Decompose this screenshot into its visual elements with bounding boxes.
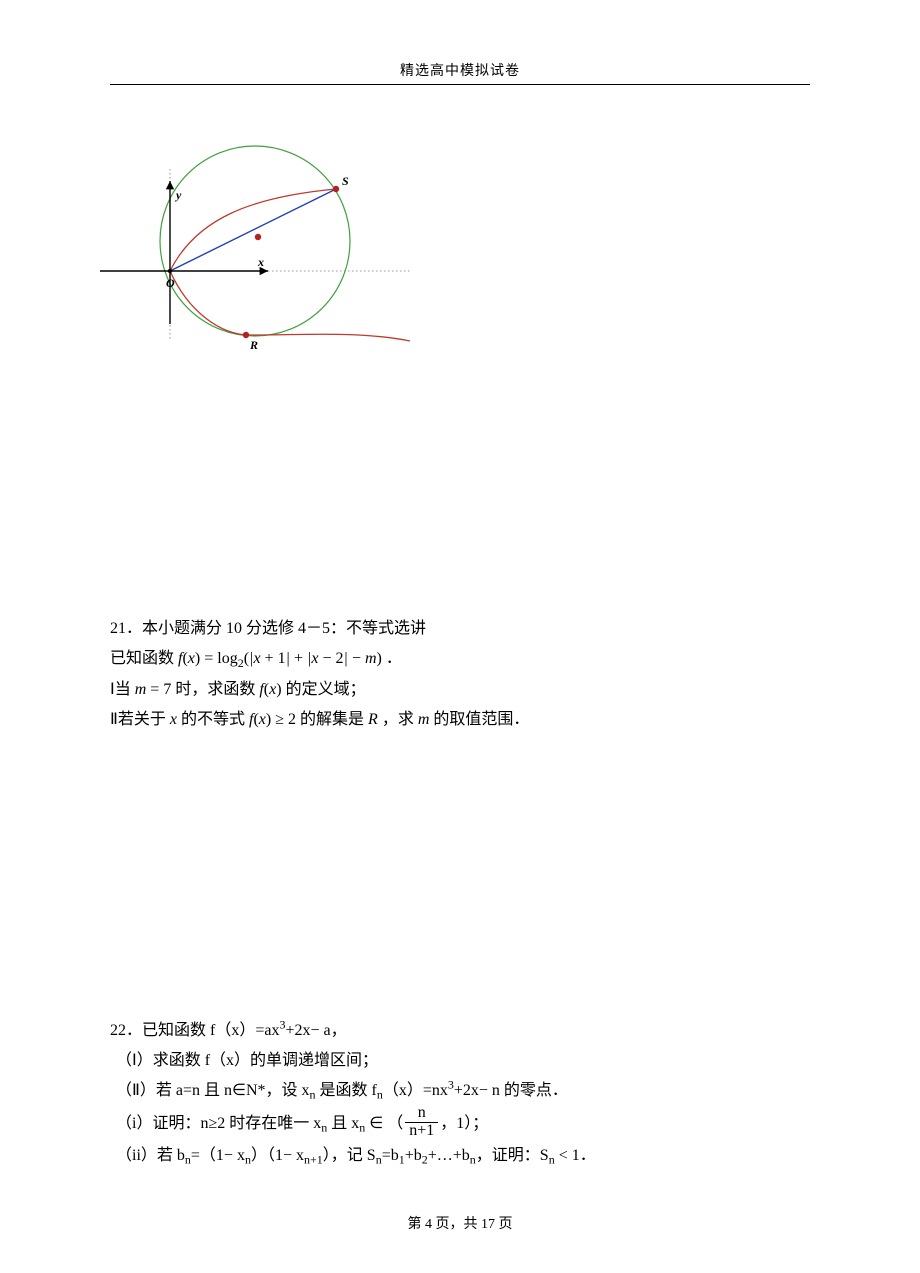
p22-ii-plus2: +…+b: [428, 1147, 470, 1164]
p21-II-mid2: 的解集是: [300, 711, 368, 728]
p22-i-frac-num: n: [405, 1105, 438, 1123]
p22-ii-eq: =（1− x: [191, 1147, 245, 1164]
footer-mid: 页，共: [432, 1217, 481, 1232]
svg-text:S: S: [342, 174, 349, 188]
p21-number-text: 21: [110, 620, 126, 637]
page-header: 精选高中模拟试卷: [110, 60, 810, 85]
p21-I-mid: 时，求函数: [175, 681, 259, 698]
p21-II-suffix: 的取值范围．: [433, 711, 529, 728]
geometry-figure: x y O S R: [100, 109, 410, 349]
footer-prefix: 第: [408, 1217, 426, 1232]
p21-line2: 已知函数 f(x) = log2(|x + 1| + |x − 2| − m) …: [110, 644, 810, 674]
p21-line2-prefix: 已知函数: [110, 650, 178, 667]
p22-partI: （Ⅰ）求函数 f（x）的单调递增区间；: [110, 1046, 810, 1076]
problem-22: 22．已知函数 f（x）=ax3+2x− a， （Ⅰ）求函数 f（x）的单调递增…: [110, 1016, 810, 1172]
p21-partI: Ⅰ当 m = 7 时，求函数 f(x) 的定义域；: [110, 675, 810, 705]
page-footer: 第 4 页，共 17 页: [0, 1213, 920, 1233]
p21-line2-period: ．: [386, 650, 402, 667]
p21-partII: Ⅱ若关于 x 的不等式 f(x) ≥ 2 的解集是 R ，求 m 的取值范围．: [110, 705, 810, 735]
p22-II-mid: 是函数 f: [316, 1082, 377, 1099]
footer-suffix: 页: [495, 1217, 513, 1232]
p21-line1-text: 本小题满分 10 分选修 4－5：不等式选讲: [142, 620, 426, 637]
p21-II-R: R: [368, 711, 378, 728]
p22-ii-mid: =b: [382, 1147, 399, 1164]
footer-current: 4: [425, 1217, 432, 1232]
p22-ii-xn2: n+1: [304, 1153, 323, 1167]
footer-total: 17: [481, 1217, 495, 1232]
p21-I-cond: m = 7: [135, 681, 172, 698]
figure-container: x y O S R: [100, 109, 810, 354]
p22-number: 22．: [110, 1022, 142, 1039]
header-title: 精选高中模拟试卷: [400, 64, 520, 79]
p21-II-mid1: 的不等式: [181, 711, 249, 728]
p22-i-frac-den: n+1: [405, 1123, 438, 1140]
p21-func-f: f(x) = log2(|x + 1| + |x − 2| − m): [178, 650, 382, 667]
p22-i-mid: 且: [327, 1115, 351, 1132]
p21-II-x: x: [170, 711, 177, 728]
p21-I-prefix: Ⅰ当: [110, 681, 135, 698]
p22-ii-plus1: +b: [405, 1147, 422, 1164]
p22-II-fn-tail: （x）=nx: [383, 1082, 448, 1099]
p22-i: （i）证明：n≥2 时存在唯一 x n 且 xn ∈ （nn+1，1）；: [110, 1107, 810, 1142]
header-rule: [110, 84, 810, 85]
svg-text:y: y: [174, 188, 182, 202]
p21-I-f: f(x): [259, 681, 281, 698]
p22-ii-end: < 1．: [555, 1147, 596, 1164]
p22-i-in: ∈ （: [365, 1115, 403, 1132]
p22-ii-tail: ，证明：S: [476, 1147, 549, 1164]
p22-number-text: 22: [110, 1022, 126, 1039]
p22-ii-prefix: （ii）若 b: [116, 1147, 185, 1164]
p22-i-xn: xn: [351, 1115, 365, 1132]
page: 精选高中模拟试卷 xyOSR 21．本小题满分 10 分选修 4－5：不等式选讲…: [0, 0, 920, 1273]
p21-II-m: m: [418, 711, 430, 728]
svg-text:R: R: [249, 338, 258, 349]
p22-II-tail: +2x− n 的零点．: [454, 1082, 568, 1099]
p21-II-ineq: f(x) ≥ 2: [249, 711, 296, 728]
problem-21: 21．本小题满分 10 分选修 4－5：不等式选讲 已知函数 f(x) = lo…: [110, 614, 810, 736]
p22-ii-close1: ）（1− x: [251, 1147, 304, 1164]
p22-l1-prefix: 已知函数 f（x）=ax: [142, 1022, 279, 1039]
p21-line1: 21．本小题满分 10 分选修 4－5：不等式选讲: [110, 614, 810, 644]
p21-number: 21．: [110, 620, 142, 637]
p21-I-suffix: 的定义域；: [286, 681, 366, 698]
content: 21．本小题满分 10 分选修 4－5：不等式选讲 已知函数 f(x) = lo…: [110, 614, 810, 1172]
p21-II-mid3: ，求: [382, 711, 418, 728]
p22-ii: （ii）若 bn=（1− xn）（1− xn+1），记 Sn=b1+b2+…+b…: [110, 1141, 810, 1171]
p22-partII: （Ⅱ）若 a=n 且 n∈N*，设 xn 是函数 fn（x）=nx3+2x− n…: [110, 1076, 810, 1106]
p22-i-prefix: （i）证明：n≥2 时存在唯一 x: [116, 1115, 321, 1132]
svg-text:x: x: [257, 255, 264, 269]
p22-line1: 22．已知函数 f（x）=ax3+2x− a，: [110, 1016, 810, 1046]
p22-i-after: ，1）；: [440, 1115, 488, 1132]
p22-ii-close2: ），记 S: [323, 1147, 376, 1164]
p22-l1-suffix: +2x− a，: [285, 1022, 346, 1039]
p21-II-prefix: Ⅱ若关于: [110, 711, 170, 728]
p22-i-frac: nn+1: [405, 1105, 438, 1140]
p22-II-prefix: （Ⅱ）若 a=n 且 n∈N*，设 x: [116, 1082, 310, 1099]
svg-text:O: O: [166, 276, 175, 290]
